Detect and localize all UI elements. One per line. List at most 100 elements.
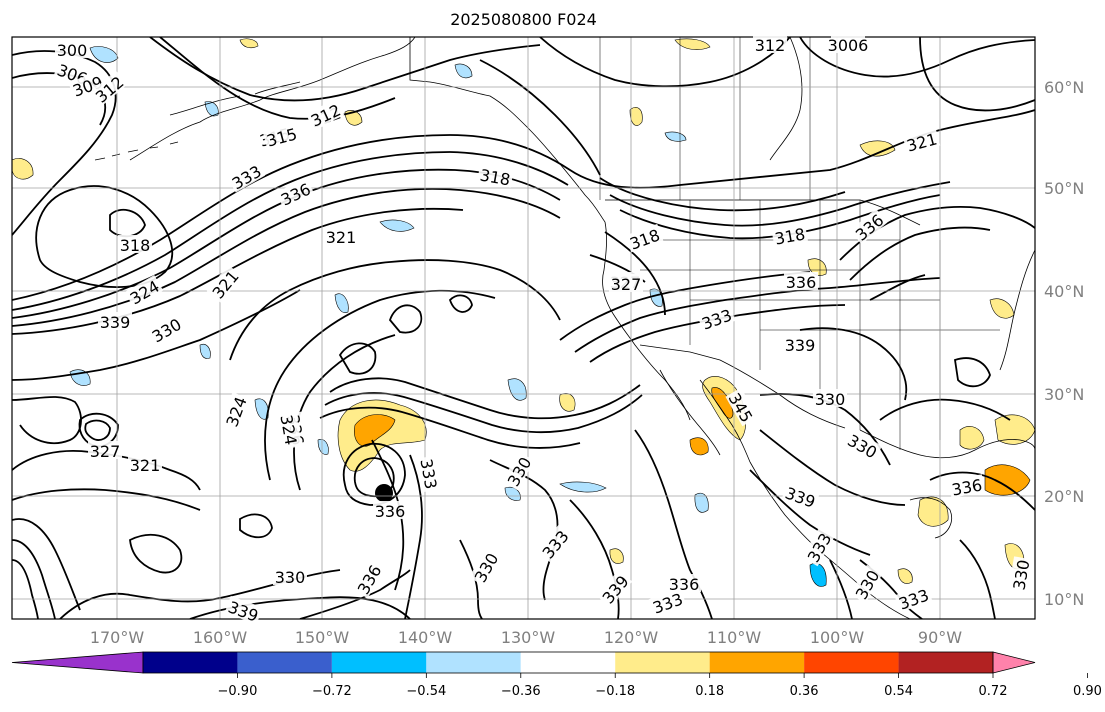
contour-line: [599, 177, 846, 212]
coastline-east: [999, 249, 1035, 371]
contour-line: [12, 151, 569, 311]
longitude-label: 100°W: [810, 628, 865, 647]
latitude-label: 60°N: [1044, 78, 1084, 97]
colorbar-tick-label: −0.90: [218, 684, 258, 699]
shade-yellow: [897, 568, 913, 584]
svg-text:336: 336: [375, 502, 406, 521]
shade-yellow: [609, 548, 624, 564]
colorbar-tick-label: −0.54: [406, 684, 446, 699]
contour-line: [293, 334, 396, 491]
shade-yellow: [917, 496, 949, 527]
contour-value-label: 312: [753, 35, 787, 55]
contour-value-label: 318: [771, 223, 808, 249]
contour-line: [35, 185, 174, 289]
contour-value-label: 333: [648, 587, 687, 618]
latitude-label: 20°N: [1044, 487, 1084, 506]
svg-text:321: 321: [130, 456, 161, 475]
contour-line: [229, 259, 561, 361]
storm-center-marker: [375, 484, 393, 502]
contour-line: [324, 392, 643, 434]
colorbar-tick-label: 0.36: [790, 684, 819, 699]
shade-yellow: [629, 107, 643, 126]
contour-line: [12, 539, 56, 619]
colorbar-tick-label: 0.72: [979, 684, 1008, 699]
contour-line: [129, 533, 183, 574]
svg-text:336: 336: [786, 273, 817, 292]
contour-line: [12, 518, 81, 611]
svg-text:339: 339: [100, 313, 131, 332]
longitude-label: 130°W: [501, 628, 556, 647]
shade-lightblue: [694, 492, 709, 513]
contour-line: [342, 443, 406, 506]
colorbar-segment: [898, 652, 993, 673]
contour-value-label: 300: [55, 40, 89, 60]
latitude-label: 50°N: [1044, 179, 1084, 198]
shade-yellow: [859, 140, 896, 157]
svg-text:312: 312: [755, 36, 786, 55]
coastline-canada-east: [769, 37, 803, 161]
longitude-label: 90°W: [918, 628, 962, 647]
contour-value-label: 336: [667, 574, 701, 594]
svg-text:327: 327: [90, 442, 121, 461]
svg-text:3006: 3006: [828, 36, 869, 55]
longitude-label: 150°W: [295, 628, 350, 647]
contour-line: [448, 294, 473, 313]
svg-text:318: 318: [120, 236, 151, 255]
shade-orange: [984, 464, 1031, 496]
contour-line: [12, 207, 464, 335]
colorbar-extend-high: [992, 651, 1036, 674]
svg-text:336: 336: [669, 575, 700, 594]
shade-lightblue: [379, 219, 415, 232]
contour-value-label: 339: [783, 335, 817, 355]
contour-value-label: 336: [373, 501, 407, 521]
coastline-baja: [659, 369, 751, 463]
coastline-yucatan: [909, 497, 952, 539]
contour-line: [299, 569, 411, 619]
shade-lightblue: [504, 487, 521, 501]
contour-value-label: 339: [98, 312, 132, 332]
svg-text:300: 300: [57, 41, 88, 60]
contour-line: [12, 109, 1035, 301]
contour-line: [569, 499, 620, 619]
contour-value-label: 327: [609, 274, 643, 294]
latitude-label: 30°N: [1044, 385, 1084, 404]
border-canada-provinces: [599, 37, 811, 200]
contour-line: [189, 596, 411, 619]
colorbar-extend-low: [11, 651, 144, 674]
colorbar-segment: [426, 652, 521, 673]
contour-line: [953, 357, 991, 388]
colorbar-segment: [520, 652, 616, 673]
longitude-labels: 170°W 160°W 150°W 140°W 130°W 120°W 110°W 100°W…: [90, 628, 962, 647]
contour-value-label: 336: [948, 474, 985, 500]
contour-line: [929, 471, 1035, 511]
shade-orange: [354, 414, 396, 447]
contour-value-label: 330: [813, 389, 847, 409]
contour-line: [959, 539, 996, 619]
longitude-label: 110°W: [707, 628, 762, 647]
contour-labels-layer: 3003063093123153123006312321315312318333…: [53, 35, 1034, 626]
latitude-label: 40°N: [1044, 282, 1084, 301]
contour-line: [829, 559, 853, 619]
svg-text:330: 330: [275, 568, 306, 587]
colorbar-tick-label: −0.72: [312, 684, 352, 699]
colorbar-tick-label: 0.90: [1073, 684, 1102, 699]
svg-text:321: 321: [326, 228, 357, 247]
contour-line: [574, 277, 941, 353]
colorbar-segment: [237, 652, 332, 673]
contour-value-label: 318: [118, 235, 152, 255]
coastlines-layer: [94, 37, 1035, 619]
contour-line: [919, 37, 1035, 112]
contour-value-label: 327: [88, 441, 122, 461]
contour-line: [479, 59, 601, 176]
colorbar: −0.90 −0.72 −0.54 −0.36 −0.18 0.18 0.36 0.54 0.7…: [11, 651, 1102, 699]
colorbar-segment: [143, 652, 238, 673]
contour-line: [84, 419, 111, 441]
shade-lightblue: [559, 481, 607, 493]
longitude-label: 170°W: [90, 628, 145, 647]
shade-lightblue: [664, 131, 687, 142]
contour-line: [849, 226, 991, 281]
contour-value-label: 330: [1008, 556, 1034, 593]
contour-line: [799, 327, 908, 401]
contour-value-label: 330: [273, 567, 307, 587]
